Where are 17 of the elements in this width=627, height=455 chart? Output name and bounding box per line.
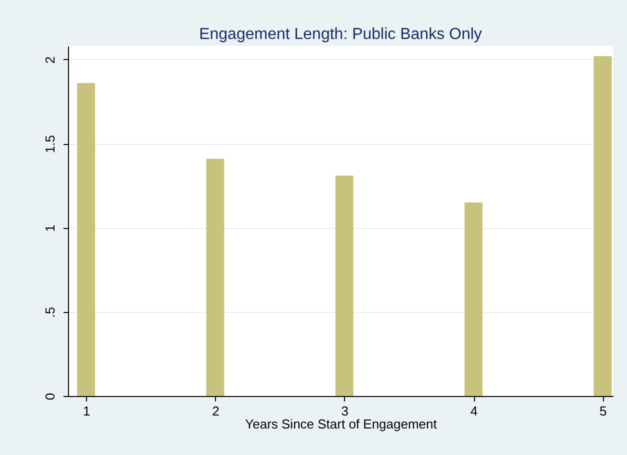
y-tick-label: 0 — [42, 392, 58, 400]
bar — [335, 176, 354, 396]
bar — [464, 202, 483, 396]
x-tick-label: 3 — [341, 404, 348, 418]
y-tick-label: 2 — [42, 56, 58, 64]
bar — [594, 56, 612, 396]
y-tick-label: 1.5 — [42, 135, 58, 154]
x-tick-label: 4 — [470, 404, 478, 418]
x-tick-label: 1 — [82, 404, 90, 418]
x-tick-label: 2 — [212, 404, 220, 418]
chart-title: Engagement Length: Public Banks Only — [199, 26, 482, 43]
bar — [206, 158, 224, 396]
x-axis-title: Years Since Start of Engagement — [245, 416, 438, 432]
y-tick-label: 1 — [42, 224, 58, 232]
y-tick-label: .5 — [42, 306, 58, 318]
bar — [77, 83, 96, 396]
x-tick-label: 5 — [600, 404, 607, 418]
